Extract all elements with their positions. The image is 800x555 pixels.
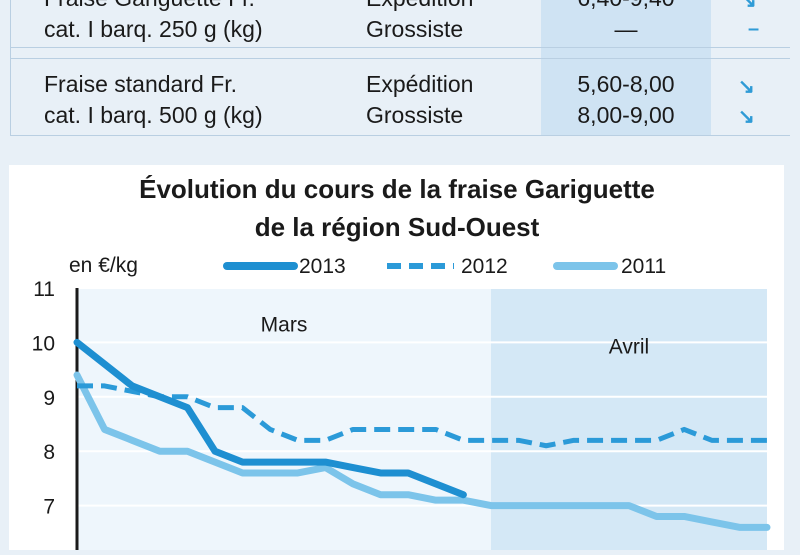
trend-stable-icon: – bbox=[748, 18, 760, 40]
series-line-2011 bbox=[73, 371, 771, 531]
product-name: Fraise standard Fr. cat. I barq. 500 g (… bbox=[44, 71, 263, 128]
price-range: 5,60-8,00 8,00-9,00 bbox=[577, 71, 675, 128]
table-left-border bbox=[10, 0, 11, 136]
row-divider bbox=[10, 135, 790, 136]
chart-title-line-2: de la région Sud-Ouest bbox=[255, 212, 540, 242]
market-stage: Expédition Grossiste bbox=[366, 71, 474, 128]
y-tick-label: 10 bbox=[32, 332, 55, 355]
trend-down-icon: ↘ bbox=[740, 0, 757, 12]
product-name: Fraise Gariguette Fr. cat. I barq. 250 g… bbox=[44, 0, 263, 42]
month-label: Avril bbox=[609, 335, 649, 358]
price-table: Fraise Gariguette Fr. cat. I barq. 250 g… bbox=[0, 0, 800, 140]
price-column-band bbox=[541, 0, 711, 136]
series-line-2013 bbox=[73, 338, 467, 499]
y-tick-label: 8 bbox=[43, 441, 55, 464]
trend-down-icon: ↘ bbox=[738, 76, 755, 98]
chart-panel: Évolution du cours de la fraise Gariguet… bbox=[9, 165, 784, 555]
row-divider bbox=[10, 47, 790, 48]
y-tick-label: 9 bbox=[43, 387, 55, 410]
april-shaded-region bbox=[491, 288, 767, 555]
y-tick-label: 11 bbox=[33, 278, 55, 301]
y-axis-unit-label: en €/kg bbox=[69, 254, 138, 277]
price-chart: Évolution du cours de la fraise Gariguet… bbox=[32, 174, 771, 555]
price-range: 6,40-9,40 — bbox=[577, 0, 674, 42]
month-label: Mars bbox=[261, 314, 308, 337]
chart-title-line-1: Évolution du cours de la fraise Gariguet… bbox=[139, 174, 655, 204]
legend-label-2013: 2013 bbox=[299, 255, 346, 278]
plot-area: 67891011MarsAvril bbox=[32, 278, 771, 555]
trend-down-icon: ↘ bbox=[738, 106, 755, 128]
legend-label-2011: 2011 bbox=[621, 255, 666, 278]
chart-legend: 2013 2012 2011 bbox=[223, 255, 666, 278]
legend-label-2012: 2012 bbox=[461, 255, 508, 278]
y-tick-label: 7 bbox=[43, 496, 55, 519]
row-divider bbox=[10, 58, 790, 59]
market-stage: Expédition Grossiste bbox=[366, 0, 473, 42]
